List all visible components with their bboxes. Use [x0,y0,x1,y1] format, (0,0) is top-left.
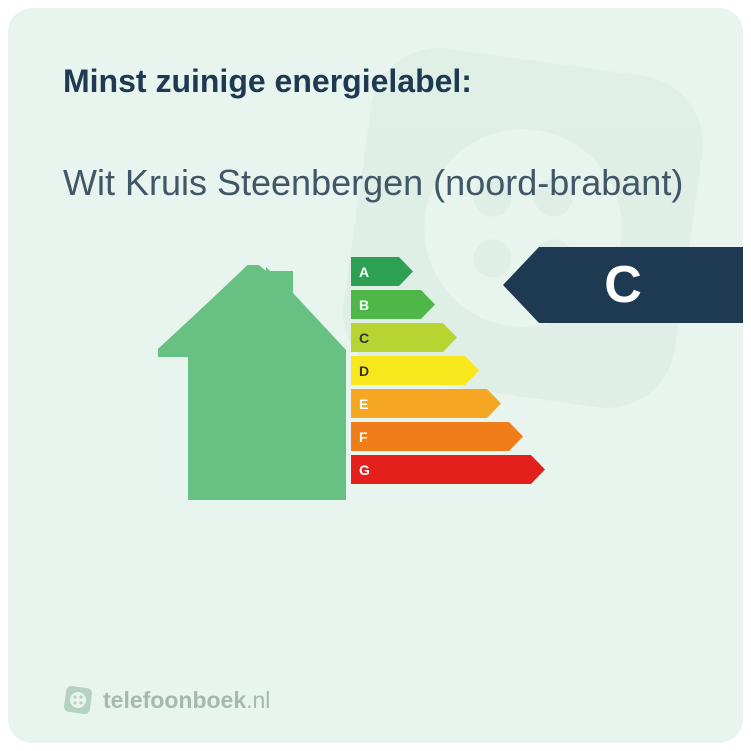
phonebook-icon [63,685,93,715]
bar-label-e: E [359,396,368,412]
bar-label-d: D [359,363,369,379]
bar-d: D [351,356,545,385]
bar-label-g: G [359,462,370,478]
rating-badge: C [503,247,743,323]
bar-g: G [351,455,545,484]
footer-brand: telefoonboek.nl [63,685,270,715]
bar-f: F [351,422,545,451]
bar-label-a: A [359,264,369,280]
bar-e: E [351,389,545,418]
card-subtitle: Wit Kruis Steenbergen (noord-brabant) [63,160,688,205]
footer-tld: .nl [246,687,270,713]
footer-text: telefoonboek.nl [103,687,270,714]
bar-label-c: C [359,330,369,346]
rating-letter: C [604,255,642,315]
card-title: Minst zuinige energielabel: [63,63,688,100]
info-card: Minst zuinige energielabel: Wit Kruis St… [8,8,743,743]
energy-chart: A B C D E F G C [63,255,688,545]
bar-label-f: F [359,429,368,445]
footer-brand-name: telefoonboek [103,687,246,713]
bar-label-b: B [359,297,369,313]
bar-c: C [351,323,545,352]
house-icon-main [158,265,348,500]
